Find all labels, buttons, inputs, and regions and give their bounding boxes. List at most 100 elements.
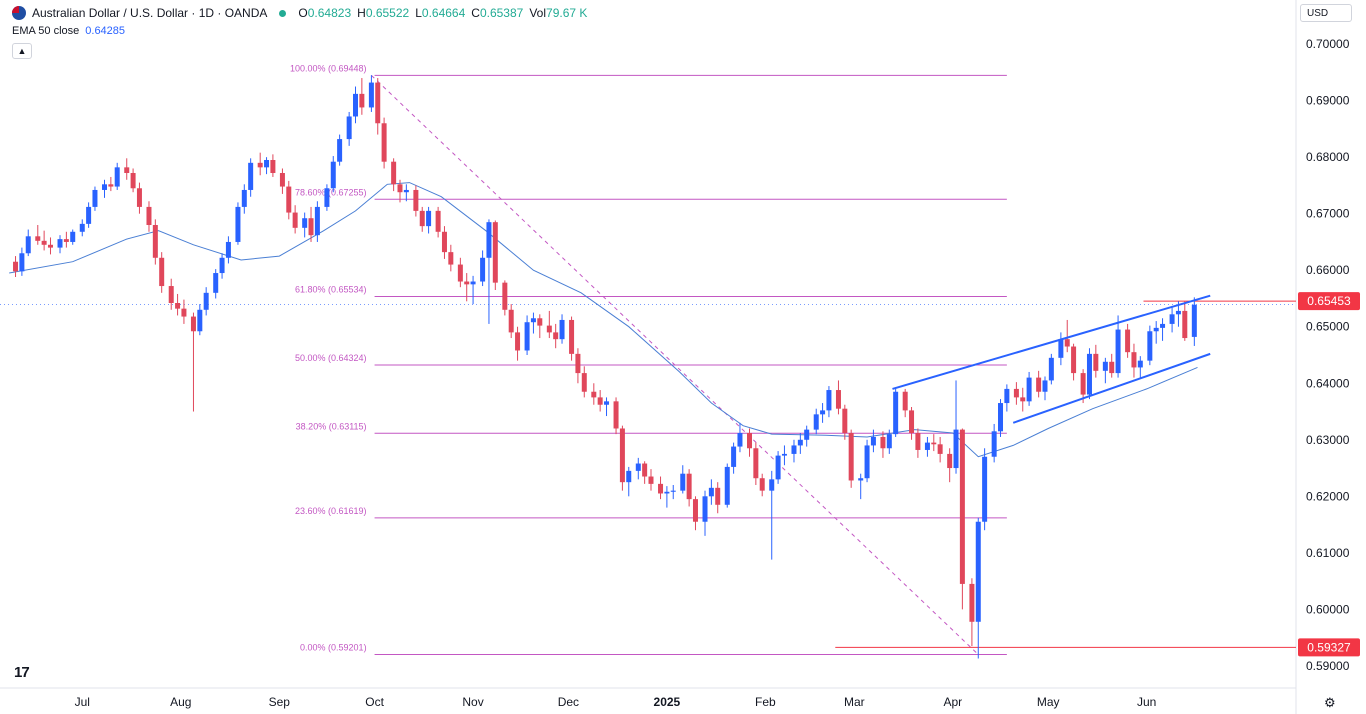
gear-icon[interactable]: ⚙ <box>1324 695 1336 710</box>
ohlc-high: H0.65522 <box>357 6 409 20</box>
candle <box>419 206 425 232</box>
x-tick-label: Sep <box>269 695 291 709</box>
candle-body <box>781 453 787 456</box>
candle <box>219 253 225 279</box>
ema-value: 0.64285 <box>85 25 126 37</box>
candle-body <box>626 470 632 483</box>
candle-body <box>880 436 886 449</box>
x-tick-label: May <box>1037 695 1060 709</box>
candle-body <box>492 222 498 283</box>
candle <box>1004 384 1010 412</box>
candle-body <box>426 210 432 227</box>
candle <box>553 323 559 349</box>
candle-body <box>1026 377 1032 402</box>
candle <box>1147 325 1153 366</box>
candle-body <box>692 499 698 522</box>
candle <box>619 425 625 491</box>
candle-body <box>457 264 463 282</box>
y-tick-label: 0.62000 <box>1306 489 1350 503</box>
candle <box>225 236 231 264</box>
candle <box>746 428 752 457</box>
candle-body <box>19 253 25 272</box>
candle <box>257 152 263 176</box>
candle-body <box>1153 327 1159 332</box>
tradingview-logo[interactable]: 17 <box>14 664 30 681</box>
currency-selector[interactable]: USD <box>1300 4 1352 22</box>
candle <box>41 230 47 251</box>
candle-body <box>1109 361 1115 374</box>
candle <box>702 490 708 536</box>
candle-body <box>330 161 336 189</box>
candle <box>604 397 610 417</box>
x-tick-label: Dec <box>558 695 579 709</box>
candle <box>235 202 241 245</box>
candle-body <box>537 318 543 326</box>
candle-body <box>292 212 298 228</box>
candle <box>1036 370 1042 398</box>
candle-body <box>508 309 514 333</box>
candle <box>947 448 953 483</box>
x-tick-label: Jun <box>1137 695 1156 709</box>
candle <box>441 226 447 259</box>
candle <box>152 219 158 265</box>
candle-body <box>604 401 610 405</box>
candle <box>470 275 476 305</box>
candle <box>130 168 136 193</box>
candle-body <box>219 257 225 274</box>
symbol-title[interactable]: Australian Dollar / U.S. Dollar · 1D · O… <box>32 6 268 20</box>
candle <box>597 390 603 412</box>
candle-body <box>886 434 892 449</box>
candle <box>457 257 463 288</box>
candle <box>969 578 975 647</box>
candle-body <box>791 445 797 454</box>
fib-level-label: 50.00% (0.64324) <box>295 353 367 363</box>
candle <box>486 219 492 324</box>
candle <box>1102 357 1108 384</box>
candle-body <box>902 391 908 411</box>
candle <box>791 439 797 463</box>
candle <box>114 162 120 190</box>
x-axis: Jul Aug Sep Oct Nov Dec 2025 Feb Mar Apr May Jun <box>75 695 1157 709</box>
candle <box>47 237 53 255</box>
collapse-legend-button[interactable]: ▲ <box>12 43 32 59</box>
candle-body <box>1182 310 1188 339</box>
candle-body <box>686 473 692 500</box>
candle <box>902 388 908 418</box>
candle <box>870 429 876 453</box>
candle <box>324 184 330 211</box>
candle-body <box>931 442 937 445</box>
candle-body <box>13 261 19 272</box>
candle-body <box>86 206 92 224</box>
candle-body <box>797 439 803 446</box>
candle <box>724 463 730 508</box>
channel-upper-line <box>892 294 1211 390</box>
candle <box>670 485 676 500</box>
candle <box>1086 348 1092 400</box>
candle <box>569 316 575 361</box>
candle-body <box>1131 352 1137 368</box>
ohlc-open: O0.64823 <box>298 6 351 20</box>
open-value: 0.64823 <box>307 6 352 20</box>
candle-body <box>1147 331 1153 361</box>
candle <box>337 134 343 166</box>
candle-body <box>1115 329 1121 374</box>
candle-body <box>146 206 152 225</box>
candle <box>864 439 870 483</box>
candle <box>86 202 92 228</box>
candle-body <box>848 433 854 481</box>
candle <box>270 154 276 177</box>
candle <box>692 496 698 531</box>
candle-body <box>203 292 209 310</box>
candle-body <box>909 410 915 433</box>
candle-body <box>1064 339 1070 347</box>
candle-body <box>124 167 130 173</box>
candle-body <box>959 429 965 584</box>
candle-body <box>515 332 521 351</box>
candle <box>775 451 781 484</box>
candle-body <box>470 281 476 285</box>
candle-body <box>159 257 165 287</box>
ema-legend[interactable]: EMA 50 close 0.64285 <box>12 25 125 37</box>
candle-body <box>947 453 953 469</box>
fib-trend-line <box>371 74 979 655</box>
